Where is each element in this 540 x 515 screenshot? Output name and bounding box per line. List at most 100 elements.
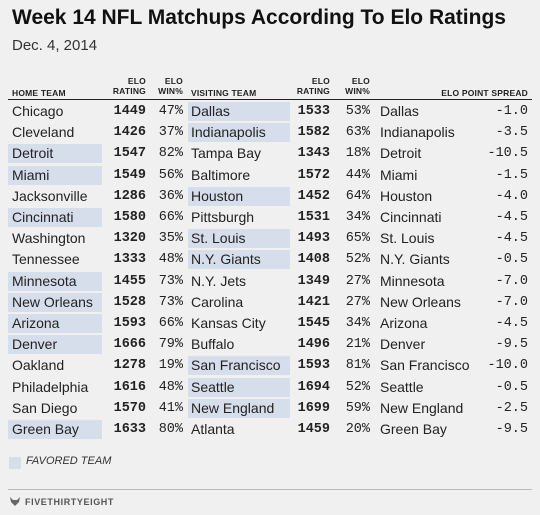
home-team-cell: Detroit — [12, 145, 54, 162]
visit-elo-win-cell: 53% — [345, 104, 370, 119]
table-row: Cincinnati 1580 66% Pittsburgh 1531 34% Cincin… — [0, 207, 540, 228]
home-elo-rating-cell: 1570 — [113, 400, 146, 416]
fivethirtyeight-fox-icon — [10, 497, 20, 506]
visit-elo-win-cell: 34% — [345, 210, 370, 225]
favored-highlight — [8, 314, 102, 333]
home-team-cell: Arizona — [12, 315, 60, 331]
favored-team-cell: Indianapolis — [380, 124, 455, 141]
visit-elo-win-cell: 52% — [345, 379, 370, 395]
point-spread-cell: -9.5 — [495, 422, 528, 437]
favored-highlight — [188, 250, 290, 270]
visit-elo-rating-cell: 1531 — [297, 210, 330, 225]
visiting-team-cell: Houston — [191, 187, 244, 204]
column-header-line: RATING — [296, 86, 330, 96]
favored-highlight — [8, 292, 102, 312]
visit-elo-rating-cell: 1593 — [297, 358, 330, 374]
table-row: San Diego 1570 41% New England 1699 59% New En… — [0, 398, 540, 419]
column-header-line: ELO — [127, 76, 146, 86]
home-elo-win-cell: 73% — [158, 273, 183, 289]
point-spread-cell: -3.5 — [495, 125, 528, 141]
favored-team-cell: New England — [380, 399, 464, 416]
favored-highlight — [188, 398, 290, 418]
table-row: New Orleans 1528 73% Carolina 1421 27% New Orl… — [0, 292, 540, 313]
visiting-team-cell: St. Louis — [191, 230, 246, 247]
favored-highlight — [8, 165, 102, 185]
visit-elo-win-cell: 81% — [345, 358, 370, 374]
visiting-team-cell: Buffalo — [191, 336, 235, 353]
home-team-cell: New Orleans — [12, 293, 93, 310]
table-row: Detroit 1547 82% Tampa Bay 1343 18% Detroit -10… — [0, 143, 540, 164]
favored-highlight — [8, 420, 102, 439]
favored-team-cell: Seattle — [380, 378, 424, 395]
visiting-team-cell: Dallas — [191, 103, 230, 119]
column-header-line: ELO — [351, 76, 370, 86]
home-elo-rating-cell: 1593 — [113, 316, 146, 331]
table-row: Arizona 1593 66% Kansas City 1545 34% Arizona -… — [0, 313, 540, 334]
visit-elo-rating-cell: 1699 — [297, 400, 330, 416]
home-elo-rating-cell: 1286 — [113, 188, 146, 204]
home-elo-win-cell: 82% — [158, 146, 183, 162]
visiting-team-cell: Tampa Bay — [191, 145, 262, 162]
home-elo-win-cell: 48% — [158, 379, 183, 395]
column-header-line: ELO — [164, 76, 183, 86]
legend-swatch — [9, 457, 21, 469]
home-elo-rating-cell: 1333 — [113, 252, 146, 268]
chart-title: Week 14 NFL Matchups According To Elo Ra… — [12, 6, 506, 29]
point-spread-cell: -10.5 — [487, 146, 528, 162]
favored-team-cell: Minnesota — [380, 272, 445, 289]
visit-elo-rating-cell: 1496 — [297, 337, 330, 353]
home-team-cell: Tennessee — [12, 251, 80, 268]
table-row: Minnesota 1455 73% N.Y. Jets 1349 27% Minnesot… — [0, 271, 540, 292]
home-elo-rating-cell: 1455 — [113, 273, 146, 289]
favored-team-cell: Green Bay — [380, 421, 447, 437]
favored-highlight — [188, 102, 290, 121]
visit-elo-win-cell: 64% — [345, 188, 370, 204]
column-header-line: ELO — [311, 76, 330, 86]
visit-elo-rating-cell: 1349 — [297, 273, 330, 289]
visit-elo-win-cell: 59% — [345, 400, 370, 416]
visit-elo-rating-cell: 1421 — [297, 294, 330, 310]
favored-highlight — [188, 229, 290, 249]
point-spread-cell: -4.0 — [495, 188, 528, 204]
column-header-line: RATING — [112, 86, 146, 96]
table-row: Green Bay 1633 80% Atlanta 1459 20% Green Bay -… — [0, 419, 540, 440]
favored-team-cell: Arizona — [380, 315, 428, 331]
column-header-visit-elo-win: ELO WIN% — [338, 76, 370, 96]
visiting-team-cell: Kansas City — [191, 315, 266, 331]
home-elo-win-cell: 80% — [158, 422, 183, 437]
column-header-home-elo-rating: ELO RATING — [100, 76, 146, 96]
home-team-cell: San Diego — [12, 399, 78, 416]
visit-elo-rating-cell: 1533 — [297, 104, 330, 119]
visit-elo-rating-cell: 1694 — [297, 379, 330, 395]
table-row: Cleveland 1426 37% Indianapolis 1582 63% India… — [0, 122, 540, 143]
column-header-point-spread: ELO POINT SPREAD — [441, 88, 528, 98]
favored-highlight — [188, 377, 290, 397]
column-header-home-team: HOME TEAM — [12, 88, 66, 98]
visiting-team-cell: San Francisco — [191, 357, 281, 374]
visiting-team-cell: Carolina — [191, 293, 244, 310]
visiting-team-cell: N.Y. Giants — [191, 251, 261, 268]
visit-elo-win-cell: 18% — [345, 146, 370, 162]
table-row: Miami 1549 56% Baltimore 1572 44% Miami -1.5 — [0, 165, 540, 186]
home-team-cell: Miami — [12, 166, 50, 183]
table-row: Washington 1320 35% St. Louis 1493 65% St. Lou… — [0, 228, 540, 249]
footer-divider — [8, 489, 532, 490]
home-team-cell: Cleveland — [12, 124, 75, 141]
home-elo-win-cell: 47% — [158, 104, 183, 119]
home-team-cell: Denver — [12, 336, 58, 353]
home-team-cell: Washington — [12, 230, 86, 247]
visit-elo-win-cell: 63% — [345, 125, 370, 141]
visit-elo-rating-cell: 1572 — [297, 167, 330, 183]
visit-elo-win-cell: 65% — [345, 231, 370, 247]
home-elo-rating-cell: 1320 — [113, 231, 146, 247]
visit-elo-win-cell: 34% — [345, 316, 370, 331]
legend-label: FAVORED TEAM — [26, 455, 112, 467]
point-spread-cell: -10.0 — [487, 358, 528, 374]
visit-elo-win-cell: 27% — [345, 294, 370, 310]
home-team-cell: Chicago — [12, 103, 64, 119]
favored-team-cell: San Francisco — [380, 357, 470, 374]
visit-elo-win-cell: 52% — [345, 252, 370, 268]
visit-elo-win-cell: 20% — [345, 422, 370, 437]
header-divider — [8, 99, 532, 100]
home-elo-win-cell: 48% — [158, 252, 183, 268]
